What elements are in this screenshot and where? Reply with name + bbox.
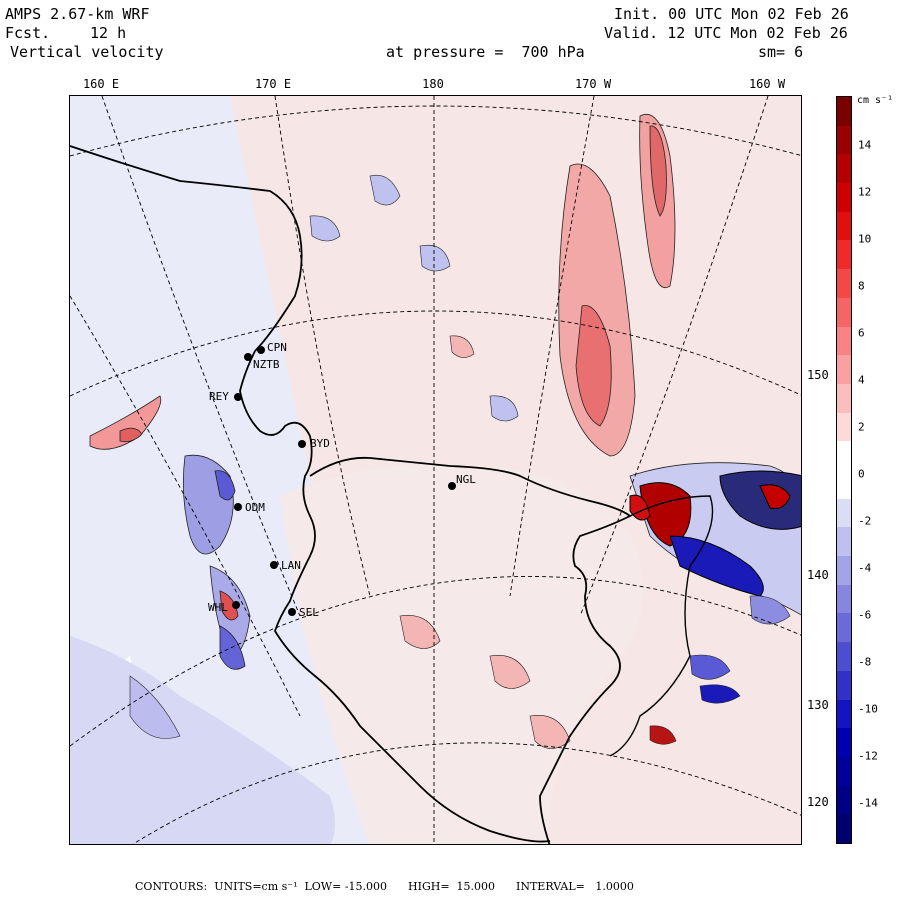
colorbar-tick-label: -2 bbox=[858, 514, 872, 528]
colorbar-segment bbox=[837, 355, 851, 385]
station-sel-label: SEL bbox=[299, 606, 319, 619]
station-whl-label: WHL bbox=[208, 601, 228, 614]
lat-label-150w: 150 W bbox=[806, 368, 845, 382]
colorbar-tick-label: -10 bbox=[858, 702, 878, 716]
field-name: Vertical velocity bbox=[10, 43, 164, 61]
station-whl-marker bbox=[232, 601, 240, 609]
station-ngl-label: NGL bbox=[456, 473, 476, 486]
station-nztb-label: NZTB bbox=[253, 358, 280, 371]
colorbar-segment bbox=[837, 97, 851, 127]
lon-label-170e: 170 E bbox=[254, 77, 292, 91]
colorbar-segment bbox=[837, 470, 851, 500]
colorbar-segment bbox=[837, 211, 851, 241]
colorbar-segment bbox=[837, 556, 851, 586]
colorbar-tick-label: -6 bbox=[858, 608, 872, 622]
colorbar-tick-label: 12 bbox=[858, 185, 872, 199]
valid-time: Valid. 12 UTC Mon 02 Feb 26 bbox=[604, 24, 848, 42]
colorbar-segment bbox=[837, 527, 851, 557]
colorbar-tick-label: 10 bbox=[858, 232, 872, 246]
station-odm-marker bbox=[234, 503, 242, 511]
station-cpn-marker bbox=[257, 346, 265, 354]
station-lan-label: LAN bbox=[281, 559, 301, 572]
lon-label-170w: 170 W bbox=[574, 77, 612, 91]
station-nztb-marker bbox=[244, 353, 252, 361]
colorbar-segment bbox=[837, 125, 851, 155]
station-cpn-label: CPN bbox=[267, 341, 287, 354]
station-byd-marker bbox=[298, 440, 306, 448]
colorbar-segment bbox=[837, 441, 851, 471]
colorbar-tick-label: -8 bbox=[858, 655, 872, 669]
colorbar-segment bbox=[837, 326, 851, 356]
lat-label-130w: 130 W bbox=[806, 698, 845, 712]
colorbar-tick-label: 14 bbox=[858, 138, 872, 152]
lon-label-180: 180 bbox=[422, 77, 444, 91]
colorbar-segment bbox=[837, 584, 851, 614]
colorbar-segment bbox=[837, 269, 851, 299]
smoothing: sm= 6 bbox=[758, 43, 804, 61]
model-title: AMPS 2.67-km WRF bbox=[5, 5, 150, 23]
colorbar-tick-label: 4 bbox=[858, 373, 865, 387]
lon-label-160e: 160 E bbox=[82, 77, 120, 91]
colorbar-segment bbox=[837, 670, 851, 701]
colorbar-segment bbox=[837, 613, 851, 643]
colorbar-segment bbox=[837, 728, 851, 758]
colorbar-segment bbox=[837, 814, 851, 844]
forecast-hour: 12 h bbox=[90, 24, 127, 42]
colorbar-tick-label: 2 bbox=[858, 420, 865, 434]
colorbar-segment bbox=[837, 642, 851, 672]
colorbar-tick-label: 6 bbox=[858, 326, 865, 340]
colorbar-segment bbox=[837, 154, 851, 184]
colorbar-segment bbox=[837, 240, 851, 270]
contour-info: CONTOURS: UNITS=cm s⁻¹ LOW= -15.000 HIGH… bbox=[135, 880, 634, 893]
colorbar-unit: cm s⁻¹ bbox=[857, 95, 894, 106]
colorbar-segment bbox=[837, 756, 851, 787]
colorbar-tick-label: 0 bbox=[858, 467, 865, 481]
station-ngl-marker bbox=[448, 482, 456, 490]
station-byd-label: BYD bbox=[310, 437, 330, 450]
station-rey-marker bbox=[234, 393, 242, 401]
station-odm-label: ODM bbox=[245, 501, 265, 514]
colorbar-tick-label: 8 bbox=[858, 279, 865, 293]
forecast-label: Fcst. bbox=[5, 24, 51, 42]
station-rey-label: REY bbox=[209, 390, 229, 403]
station-sel-marker bbox=[288, 608, 296, 616]
map-panel: CPN NZTB REY BYD NGL ODM LAN WHL SEL bbox=[69, 95, 802, 845]
colorbar-segment bbox=[837, 785, 851, 815]
colorbar-tick-label: -12 bbox=[858, 749, 878, 763]
colorbar-segment bbox=[837, 383, 851, 414]
lon-label-160w: 160 W bbox=[748, 77, 786, 91]
vertical-velocity-field bbox=[70, 96, 801, 844]
colorbar-segment bbox=[837, 412, 851, 442]
colorbar-segment bbox=[837, 498, 851, 528]
colorbar bbox=[836, 96, 852, 844]
colorbar-segment bbox=[837, 183, 851, 213]
colorbar-segment bbox=[837, 297, 851, 328]
colorbar-segment bbox=[837, 699, 851, 729]
init-time: Init. 00 UTC Mon 02 Feb 26 bbox=[614, 5, 849, 23]
colorbar-tick-label: -14 bbox=[858, 796, 878, 810]
station-lan-marker bbox=[270, 561, 278, 569]
colorbar-tick-label: -4 bbox=[858, 561, 872, 575]
pressure-level: at pressure = 700 hPa bbox=[386, 43, 585, 61]
